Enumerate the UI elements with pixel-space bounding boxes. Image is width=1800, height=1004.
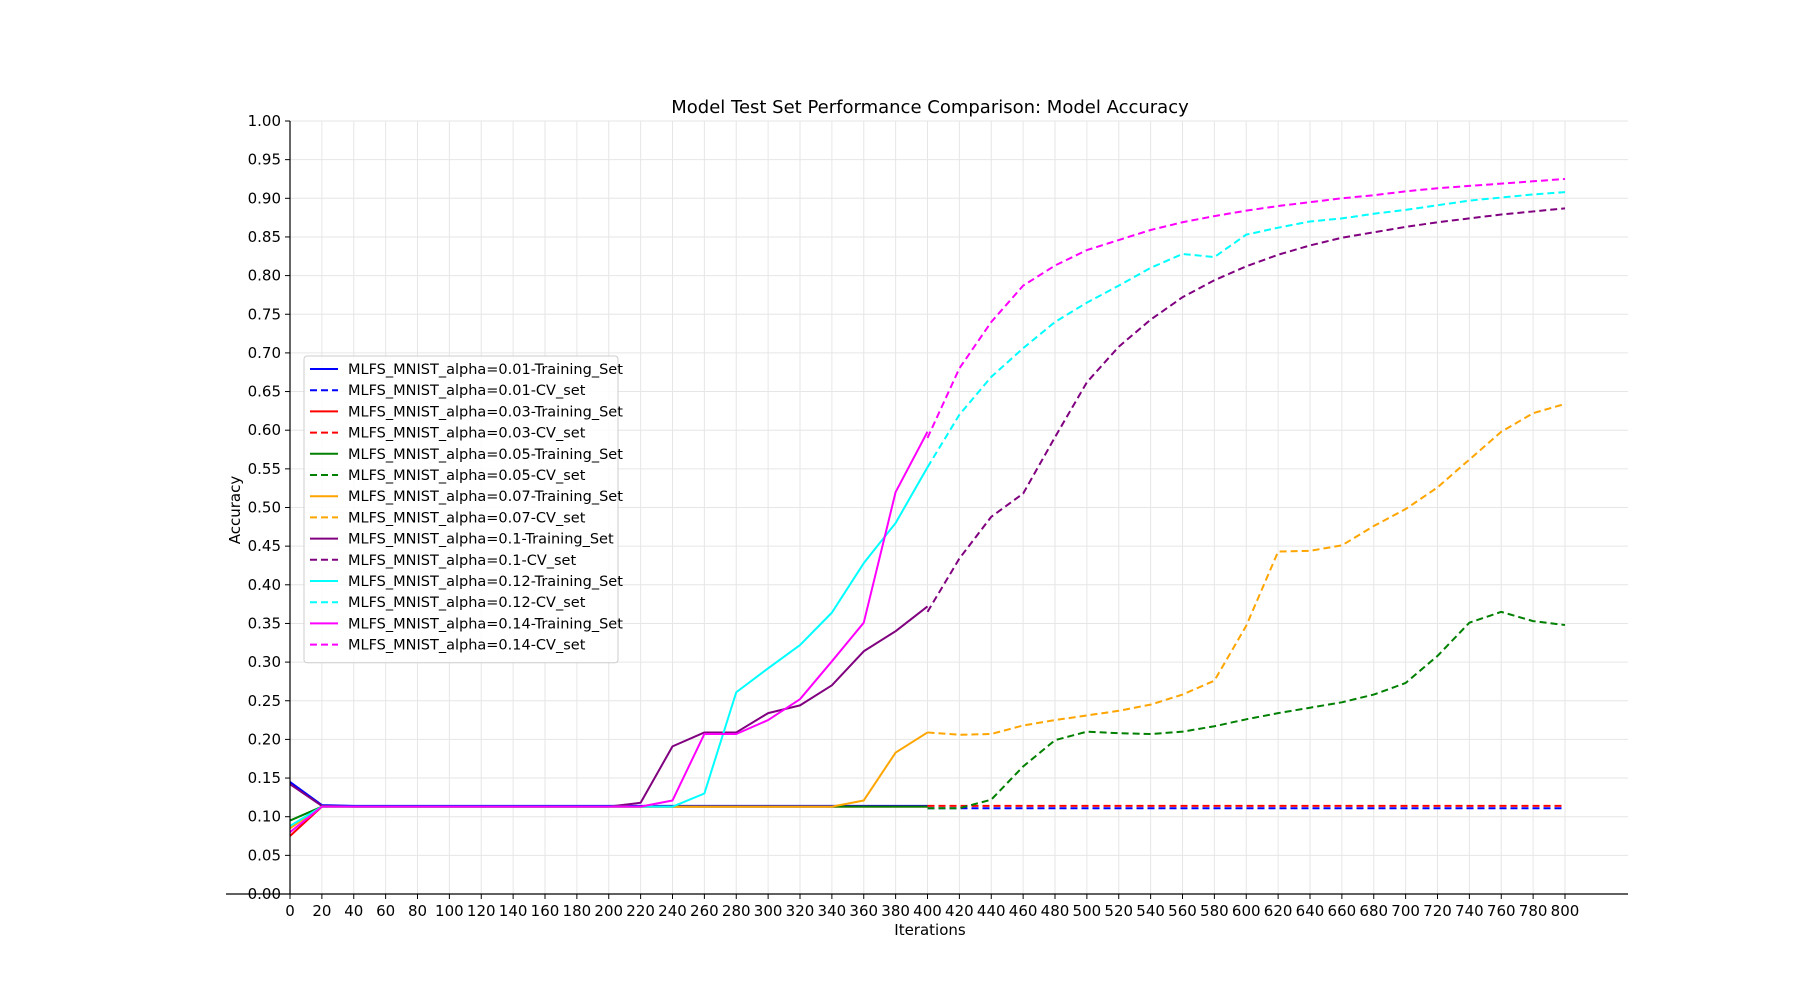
x-tick-label: 440 — [977, 902, 1006, 920]
x-tick-label: 700 — [1391, 902, 1420, 920]
legend-label-14: MLFS_MNIST_alpha=0.14-CV_set — [348, 638, 586, 654]
x-tick-label: 620 — [1264, 902, 1293, 920]
x-tick-label: 60 — [376, 902, 395, 920]
x-tick-label: 20 — [312, 902, 331, 920]
y-tick-label: 0.85 — [248, 228, 281, 246]
x-tick-label: 400 — [913, 902, 942, 920]
y-tick-label: 0.15 — [248, 769, 281, 787]
y-tick-label: 0.55 — [248, 460, 281, 478]
x-tick-label: 280 — [722, 902, 751, 920]
legend-label-8: MLFS_MNIST_alpha=0.07-CV_set — [348, 510, 586, 526]
chart-title: Model Test Set Performance Comparison: M… — [671, 97, 1189, 118]
legend-box — [303, 355, 619, 664]
legend: MLFS_MNIST_alpha=0.01-Training_Set MLFS_M… — [303, 355, 623, 664]
x-tick-label: 760 — [1487, 902, 1516, 920]
tick-labels: 0 20 40 60 80 100 120 140 160 180 200 220 240 260 280 3… — [248, 112, 1580, 920]
x-tick-label: 680 — [1359, 902, 1388, 920]
grid — [289, 120, 1628, 895]
series-line-14 — [926, 177, 1566, 439]
x-tick-label: 740 — [1455, 902, 1484, 920]
y-tick-label: 1.00 — [248, 112, 281, 130]
x-tick-label: 80 — [408, 902, 427, 920]
x-tick-label: 120 — [467, 902, 496, 920]
legend-label-5: MLFS_MNIST_alpha=0.05-Training_Set — [348, 447, 623, 463]
y-tick-label: 0.75 — [248, 305, 281, 323]
x-tick-label: 780 — [1519, 902, 1548, 920]
legend-label-3: MLFS_MNIST_alpha=0.03-Training_Set — [348, 404, 623, 420]
legend-label-4: MLFS_MNIST_alpha=0.03-CV_set — [348, 426, 586, 442]
y-tick-label: 0.90 — [248, 189, 281, 207]
x-tick-label: 720 — [1423, 902, 1452, 920]
y-tick-label: 0.65 — [248, 383, 281, 401]
x-tick-label: 140 — [499, 902, 528, 920]
y-tick-label: 0.00 — [248, 885, 281, 903]
series-line-8 — [927, 402, 1566, 736]
legend-label-9: MLFS_MNIST_alpha=0.1-Training_Set — [348, 532, 614, 548]
legend-label-13: MLFS_MNIST_alpha=0.14-Training_Set — [348, 616, 623, 632]
series-line-6 — [927, 610, 1566, 810]
x-tick-label: 640 — [1296, 902, 1325, 920]
x-tick-label: 420 — [945, 902, 974, 920]
x-tick-label: 340 — [818, 902, 847, 920]
y-axis-label: Accuracy — [226, 476, 244, 545]
y-tick-label: 0.20 — [248, 730, 281, 748]
x-tick-label: 800 — [1551, 902, 1580, 920]
y-tick-label: 0.80 — [248, 267, 281, 285]
x-tick-label: 300 — [754, 902, 783, 920]
x-tick-label: 480 — [1041, 902, 1070, 920]
y-tick-label: 0.35 — [248, 614, 281, 632]
x-tick-label: 260 — [690, 902, 719, 920]
y-tick-label: 0.50 — [248, 499, 281, 517]
y-tick-label: 0.30 — [248, 653, 281, 671]
x-tick-label: 560 — [1168, 902, 1197, 920]
y-tick-label: 0.10 — [248, 808, 281, 826]
x-tick-label: 600 — [1232, 902, 1261, 920]
y-tick-label: 0.95 — [248, 151, 281, 169]
x-tick-label: 320 — [786, 902, 815, 920]
x-tick-label: 220 — [626, 902, 655, 920]
y-tick-label: 0.45 — [248, 537, 281, 555]
x-tick-label: 40 — [344, 902, 363, 920]
legend-label-11: MLFS_MNIST_alpha=0.12-Training_Set — [348, 574, 623, 590]
x-tick-label: 160 — [531, 902, 560, 920]
y-tick-label: 0.40 — [248, 576, 281, 594]
x-tick-label: 360 — [849, 902, 878, 920]
x-tick-label: 380 — [881, 902, 910, 920]
x-tick-label: 500 — [1073, 902, 1102, 920]
y-tick-label: 0.05 — [248, 846, 281, 864]
x-tick-label: 460 — [1009, 902, 1038, 920]
x-tick-label: 540 — [1136, 902, 1165, 920]
legend-label-10: MLFS_MNIST_alpha=0.1-CV_set — [348, 553, 576, 569]
x-tick-label: 200 — [594, 902, 623, 920]
legend-label-2: MLFS_MNIST_alpha=0.01-CV_set — [348, 383, 586, 399]
x-tick-label: 180 — [563, 902, 592, 920]
x-tick-label: 660 — [1328, 902, 1357, 920]
y-tick-label: 0.25 — [248, 692, 281, 710]
x-tick-label: 240 — [658, 902, 687, 920]
x-tick-label: 520 — [1104, 902, 1133, 920]
legend-label-12: MLFS_MNIST_alpha=0.12-CV_set — [348, 595, 586, 611]
y-tick-label: 0.70 — [248, 344, 281, 362]
x-tick-label: 580 — [1200, 902, 1229, 920]
series-line-12 — [926, 191, 1566, 468]
series-lines — [289, 177, 1566, 837]
legend-label-1: MLFS_MNIST_alpha=0.01-Training_Set — [348, 362, 623, 378]
legend-label-7: MLFS_MNIST_alpha=0.07-Training_Set — [348, 489, 623, 505]
y-tick-label: 0.60 — [248, 421, 281, 439]
x-axis-label: Iterations — [894, 921, 966, 939]
series-line-10 — [926, 207, 1566, 613]
x-tick-label: 100 — [435, 902, 464, 920]
x-tick-label: 0 — [285, 902, 295, 920]
series-line-13 — [289, 431, 929, 833]
legend-label-6: MLFS_MNIST_alpha=0.05-CV_set — [348, 468, 586, 484]
